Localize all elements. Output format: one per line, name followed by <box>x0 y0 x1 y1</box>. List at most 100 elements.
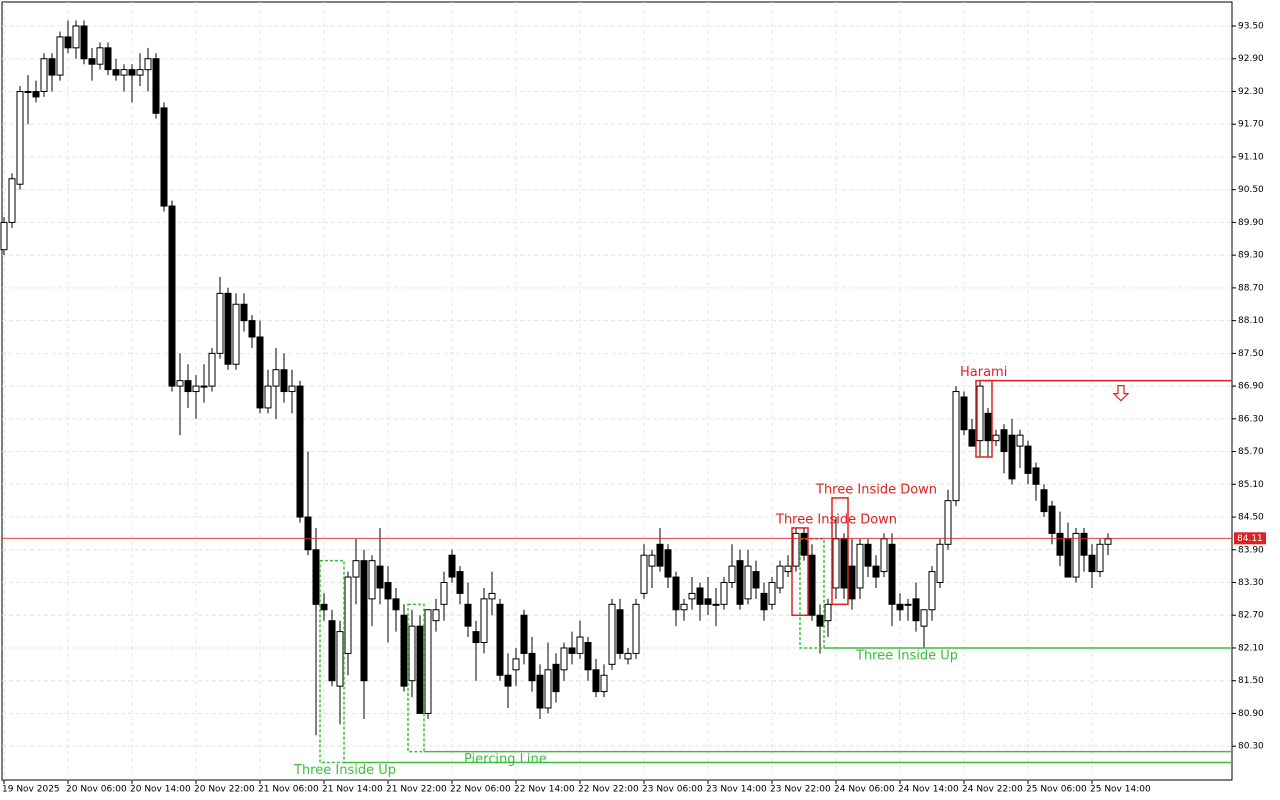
x-tick-label: 25 Nov 14:00 <box>1090 785 1151 795</box>
candle-body <box>424 609 432 714</box>
candle-body <box>512 658 520 671</box>
candle-body <box>264 385 272 409</box>
candle-body <box>40 58 48 92</box>
x-tick-label: 24 Nov 06:00 <box>834 785 895 795</box>
candle-body <box>368 560 376 600</box>
candle-body <box>384 581 392 600</box>
candle-body <box>768 581 776 605</box>
candle-body <box>840 538 848 589</box>
candle-body <box>832 538 840 589</box>
x-tick-label: 22 Nov 22:00 <box>578 785 639 795</box>
candle-body <box>288 385 296 393</box>
candle-body <box>816 614 824 627</box>
x-tick-label: 23 Nov 22:00 <box>770 785 831 795</box>
candle-body <box>584 642 592 671</box>
y-tick-label: 85.70 <box>1238 447 1264 457</box>
signal-arrow <box>1112 385 1130 402</box>
price-tag <box>1234 532 1266 545</box>
candle-body <box>1032 467 1040 485</box>
pattern-label: Three Inside Down <box>815 482 937 497</box>
pattern-label: Harami <box>960 365 1007 380</box>
candle-body <box>520 614 528 654</box>
candle-body <box>560 647 568 671</box>
candle-body <box>456 571 464 594</box>
candle-body <box>1056 532 1064 556</box>
candle-body <box>240 303 248 322</box>
pattern-box <box>791 527 809 616</box>
candle-body <box>944 500 952 545</box>
candle-body <box>912 598 920 622</box>
candle-body <box>304 516 312 551</box>
candle-body <box>744 565 752 600</box>
x-tick-label: 22 Nov 14:00 <box>514 785 575 795</box>
candle-body <box>296 385 304 518</box>
x-tick-label: 23 Nov 14:00 <box>706 785 767 795</box>
candle-body <box>952 391 960 502</box>
candle-body <box>312 549 320 605</box>
candle-body <box>752 571 760 589</box>
candle-body <box>648 554 656 567</box>
candle-body <box>672 576 680 611</box>
candle-body <box>680 603 688 611</box>
candle-body <box>600 674 608 693</box>
candle-body <box>760 592 768 611</box>
candle-body <box>376 565 384 589</box>
candle-body <box>488 592 496 600</box>
candle-body <box>608 603 616 665</box>
candle-body <box>1088 554 1096 573</box>
y-tick-label: 85.10 <box>1238 480 1264 490</box>
pattern-label: Three Inside Down <box>775 512 897 527</box>
candle-body <box>224 292 232 365</box>
y-tick-label: 87.50 <box>1238 349 1264 359</box>
candle-body <box>432 609 440 622</box>
candle-body <box>1000 429 1008 453</box>
candle-body <box>1096 543 1104 573</box>
candle-body <box>1016 434 1024 447</box>
x-tick-label: 24 Nov 14:00 <box>898 785 959 795</box>
candle-body <box>176 380 184 387</box>
candle-body <box>712 603 720 606</box>
y-tick-label: 80.90 <box>1238 709 1264 719</box>
x-tick-label: 21 Nov 22:00 <box>386 785 447 795</box>
candle-body <box>528 652 536 682</box>
candle-body <box>160 107 168 207</box>
candle-body <box>272 369 280 387</box>
candle-body <box>48 58 56 76</box>
candle-body <box>328 620 336 682</box>
candle-body <box>56 36 64 76</box>
pattern-label: Three Inside Up <box>855 648 958 663</box>
candle-body <box>536 674 544 709</box>
candle-body <box>904 603 912 606</box>
y-tick-label: 80.30 <box>1238 742 1264 752</box>
candle-body <box>792 532 800 567</box>
candle-body <box>688 592 696 600</box>
y-tick-label: 90.50 <box>1238 185 1264 195</box>
candle-body <box>960 396 968 431</box>
candle-body <box>72 25 80 49</box>
candle-body <box>256 336 264 409</box>
candle-body <box>992 434 1000 442</box>
candle-body <box>144 58 152 71</box>
y-tick-label: 91.10 <box>1238 152 1264 162</box>
candle-body <box>136 69 144 76</box>
candle-body <box>1080 532 1088 556</box>
candle-body <box>128 69 136 76</box>
candle-body <box>448 554 456 578</box>
candle-body <box>640 554 648 594</box>
candle-body <box>592 669 600 693</box>
candle-body <box>872 565 880 578</box>
y-tick-label: 92.30 <box>1238 87 1264 97</box>
candle-body <box>504 674 512 687</box>
x-tick-label: 22 Nov 06:00 <box>450 785 511 795</box>
candle-body <box>104 47 112 71</box>
candle-body <box>0 221 8 251</box>
y-tick-label: 88.10 <box>1238 316 1264 326</box>
candle-body <box>280 369 288 393</box>
candle-body <box>800 532 808 556</box>
pattern-box <box>831 497 849 606</box>
candle-body <box>544 669 552 709</box>
candle-body <box>1040 489 1048 513</box>
candle-body <box>168 205 176 387</box>
candle-body <box>1048 505 1056 534</box>
